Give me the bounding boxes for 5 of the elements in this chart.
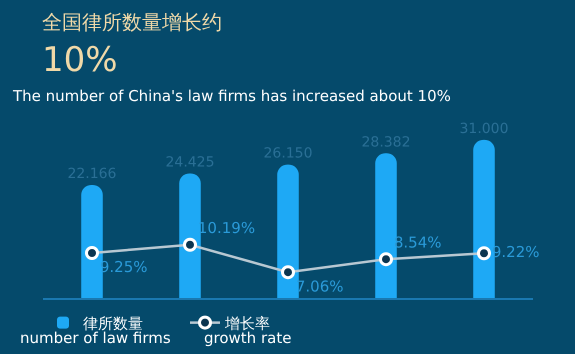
chart-title: 全国律所数量增长约 — [42, 10, 222, 34]
chart-subtitle: 10% — [42, 40, 118, 80]
text: The number of China's law firms has increased about 10% — [12, 87, 451, 105]
bar — [179, 173, 201, 298]
bar — [277, 164, 299, 298]
